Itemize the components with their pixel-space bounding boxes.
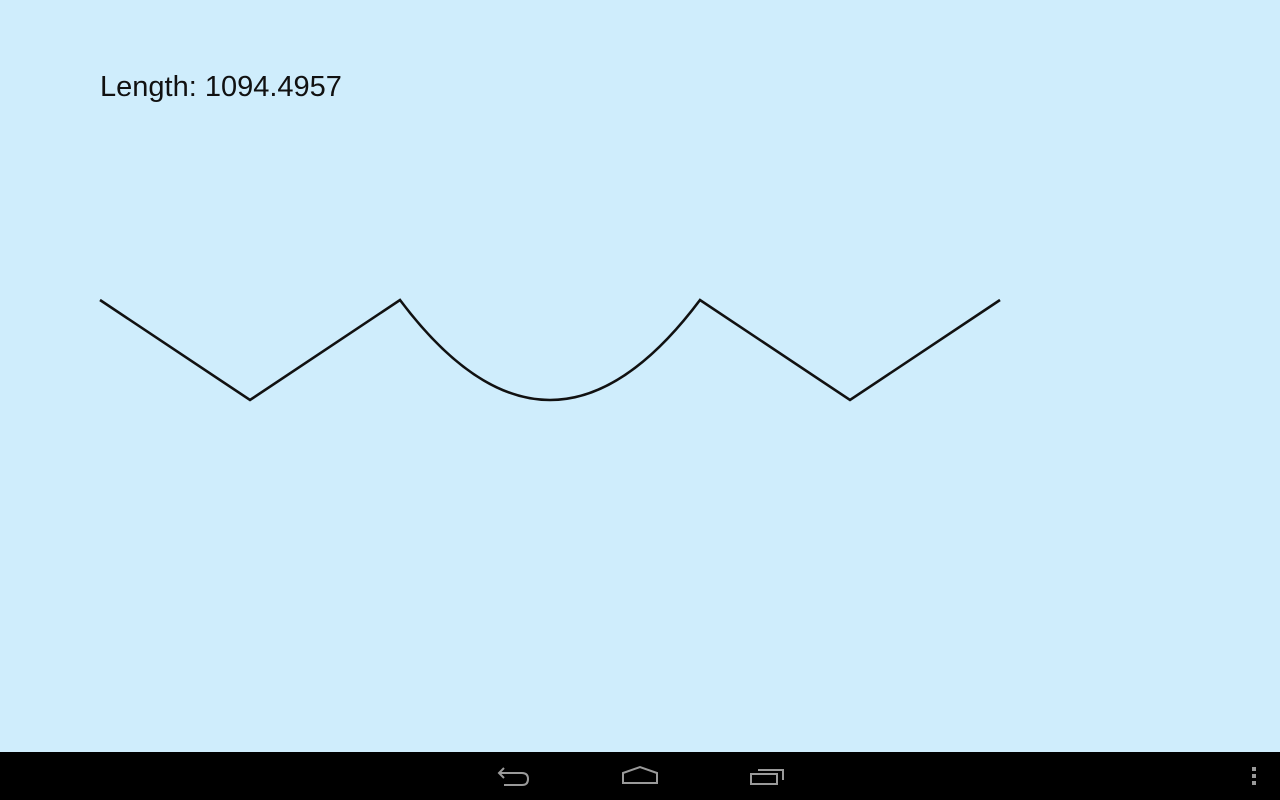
home-button[interactable] bbox=[608, 752, 672, 800]
path-drawing bbox=[99, 298, 1001, 402]
overflow-menu-icon bbox=[1252, 767, 1256, 785]
system-navigation-bar bbox=[0, 752, 1280, 800]
recent-apps-icon bbox=[750, 769, 784, 785]
drawing-canvas[interactable]: Length: 1094.4957 bbox=[0, 0, 1280, 752]
recent-apps-button[interactable] bbox=[736, 752, 800, 800]
back-icon bbox=[497, 767, 530, 786]
home-icon bbox=[622, 765, 658, 784]
length-label: Length: 1094.4957 bbox=[100, 71, 342, 103]
back-button[interactable] bbox=[480, 752, 544, 800]
zigzag-curve-path bbox=[99, 298, 1001, 402]
overflow-menu-button[interactable] bbox=[1238, 752, 1270, 800]
